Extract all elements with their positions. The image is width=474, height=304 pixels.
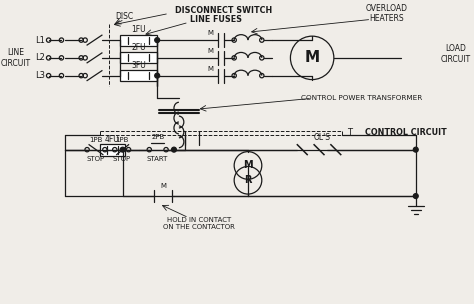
- Text: LINE
CIRCUIT: LINE CIRCUIT: [1, 48, 31, 67]
- Text: STOP: STOP: [87, 156, 105, 161]
- Text: LOAD
CIRCUIT: LOAD CIRCUIT: [440, 44, 470, 64]
- Text: M: M: [208, 48, 213, 54]
- Text: M: M: [243, 161, 253, 171]
- Text: M: M: [208, 66, 213, 72]
- Text: M: M: [160, 183, 166, 189]
- Circle shape: [155, 38, 160, 43]
- Text: 2PB: 2PB: [151, 134, 164, 140]
- Text: L1: L1: [35, 36, 45, 45]
- Circle shape: [120, 147, 125, 152]
- Bar: [119, 70, 157, 81]
- Text: T: T: [347, 128, 352, 137]
- Text: 3FU: 3FU: [131, 61, 146, 70]
- Circle shape: [155, 73, 160, 78]
- Text: DISCONNECT SWITCH: DISCONNECT SWITCH: [175, 6, 272, 15]
- Text: 1PB: 1PB: [115, 137, 128, 143]
- Text: 1FU: 1FU: [131, 25, 146, 34]
- Text: DISC: DISC: [116, 12, 134, 21]
- Bar: [119, 35, 157, 46]
- Text: 2FU: 2FU: [131, 43, 146, 52]
- Text: OL'S: OL'S: [313, 133, 330, 142]
- Text: L3: L3: [35, 71, 45, 80]
- Text: OVERLOAD
HEATERS: OVERLOAD HEATERS: [365, 4, 407, 23]
- Bar: [100, 144, 125, 156]
- Circle shape: [172, 147, 176, 152]
- Text: HOLD IN CONTACT
ON THE CONTACTOR: HOLD IN CONTACT ON THE CONTACTOR: [163, 217, 235, 230]
- Text: LINE FUSES: LINE FUSES: [191, 15, 242, 24]
- Text: CONTROL CIRCUIT: CONTROL CIRCUIT: [365, 128, 447, 137]
- Text: M: M: [305, 50, 319, 65]
- Text: START: START: [147, 156, 168, 161]
- Circle shape: [413, 194, 418, 199]
- Text: 4FU: 4FU: [104, 135, 119, 144]
- Circle shape: [413, 147, 418, 152]
- Text: M: M: [208, 30, 213, 36]
- Text: CONTROL POWER TRANSFORMER: CONTROL POWER TRANSFORMER: [301, 95, 422, 101]
- Text: STOP: STOP: [113, 156, 131, 161]
- Text: R: R: [244, 175, 252, 185]
- Bar: [119, 52, 157, 63]
- Text: 1PB: 1PB: [89, 137, 103, 143]
- Text: L2: L2: [35, 54, 45, 62]
